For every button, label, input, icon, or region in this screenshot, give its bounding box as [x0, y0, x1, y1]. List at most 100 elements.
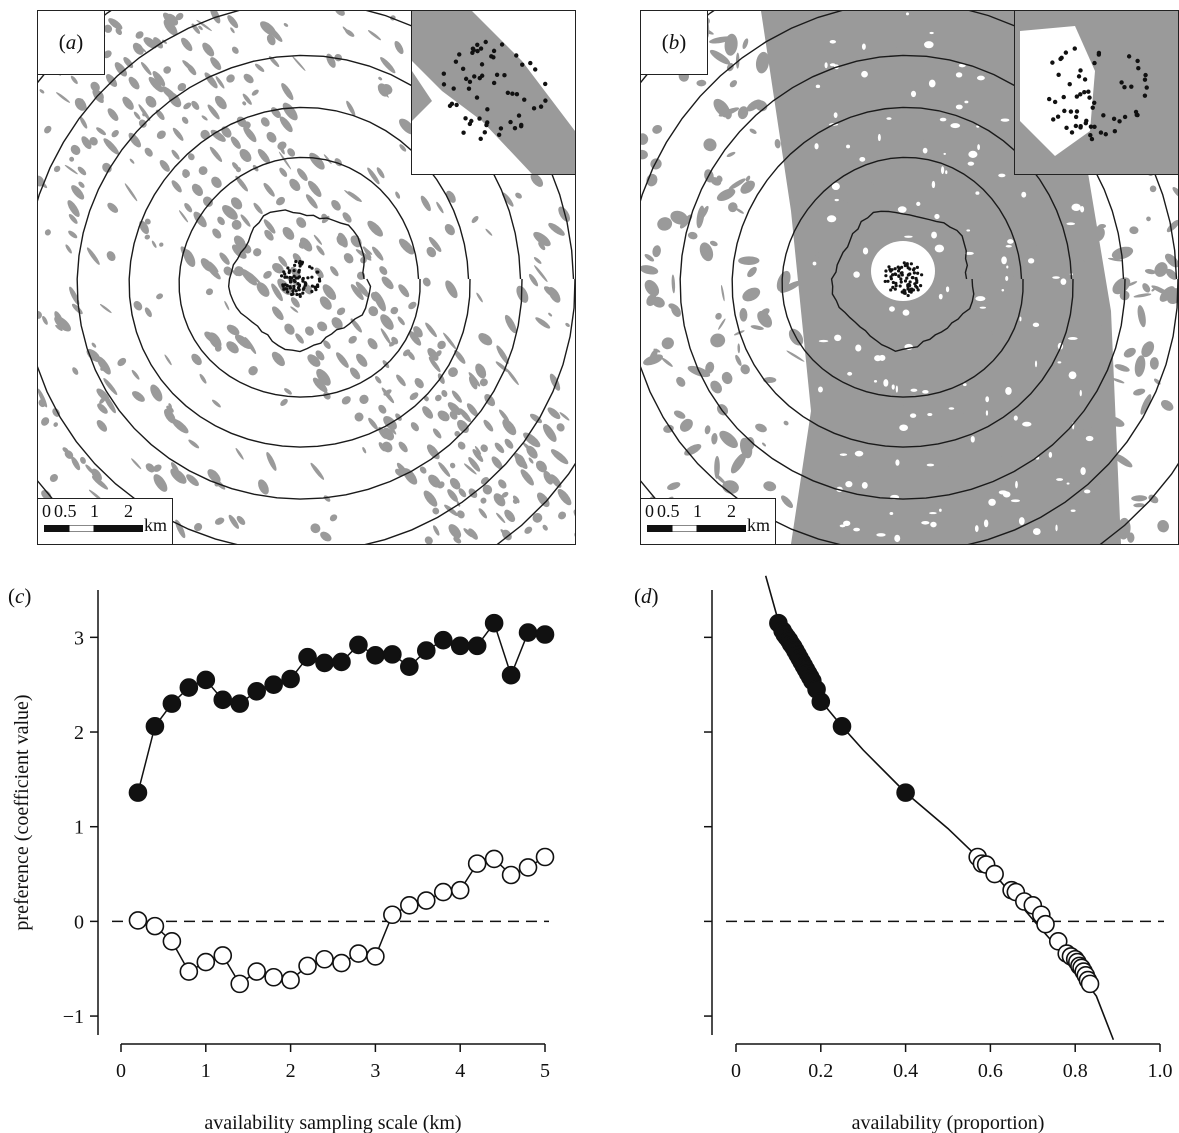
- inset-point: [1126, 54, 1132, 59]
- habitat-patch: [1102, 312, 1110, 320]
- habitat-patch: [423, 396, 429, 402]
- habitat-patch: [72, 367, 79, 375]
- habitat-patch: [100, 363, 108, 371]
- habitat-ridge: [193, 211, 207, 228]
- location-point: [909, 288, 913, 292]
- habitat-patch: [251, 89, 259, 96]
- habitat-patch: [530, 173, 544, 187]
- open-gap: [833, 112, 838, 118]
- inset-point: [1062, 108, 1067, 114]
- habitat-ridge: [336, 307, 346, 316]
- scale-bar-graphic-a: [44, 525, 143, 532]
- habitat-ridge: [407, 350, 415, 361]
- habitat-patch: [1004, 293, 1017, 308]
- habitat-patch: [133, 111, 141, 120]
- habitat-ridge: [349, 367, 361, 380]
- data-point: [786, 641, 805, 660]
- open-gap: [1001, 256, 1007, 265]
- habitat-ridge: [331, 199, 341, 211]
- habitat-patch: [728, 202, 738, 213]
- location-point: [884, 274, 888, 278]
- habitat-patch: [1154, 262, 1168, 277]
- habitat-patch: [728, 178, 746, 190]
- habitat-patch: [871, 424, 879, 439]
- habitat-patch: [747, 266, 757, 278]
- habitat-patch: [904, 178, 926, 193]
- habitat-patch: [774, 138, 781, 149]
- habitat-patch: [376, 167, 385, 179]
- data-point: [332, 652, 351, 672]
- habitat-patch: [266, 34, 276, 46]
- open-gap: [891, 384, 895, 390]
- location-point: [296, 282, 300, 286]
- inset-point: [1088, 124, 1094, 129]
- open-gap: [940, 166, 945, 175]
- data-point: [976, 855, 996, 874]
- habitat-patch: [652, 124, 663, 134]
- location-point: [294, 276, 298, 280]
- inset-point: [474, 95, 480, 100]
- habitat-patch: [226, 324, 240, 336]
- habitat-patch: [446, 190, 456, 203]
- habitat-patch: [534, 265, 548, 283]
- open-gap: [1084, 489, 1091, 494]
- location-point: [291, 289, 295, 293]
- habitat-patch: [223, 266, 233, 276]
- habitat-patch: [231, 46, 239, 54]
- habitat-patch: [1089, 484, 1104, 502]
- habitat-patch: [183, 102, 192, 110]
- open-gap: [934, 244, 945, 253]
- habitat-patch: [779, 280, 802, 293]
- habitat-ridge: [211, 176, 222, 188]
- inset-point: [1092, 60, 1097, 66]
- location-point: [897, 274, 901, 278]
- location-point: [912, 271, 916, 275]
- habitat-patch: [103, 394, 116, 414]
- open-gap: [985, 410, 989, 416]
- habitat-patch: [475, 363, 487, 379]
- habitat-patch: [108, 18, 123, 30]
- open-gap: [895, 459, 900, 466]
- habitat-patch: [198, 25, 203, 31]
- open-gap: [1005, 275, 1009, 282]
- habitat-ridge: [153, 37, 163, 49]
- habitat-patch: [380, 328, 391, 345]
- habitat-patch: [864, 409, 880, 428]
- data-point: [179, 678, 199, 697]
- data-point: [1074, 962, 1093, 981]
- habitat-patch: [910, 379, 920, 390]
- location-point: [916, 271, 920, 275]
- habitat-patch: [730, 452, 747, 474]
- habitat-ridge: [557, 488, 572, 506]
- panel-tag-a: (a): [38, 11, 105, 75]
- habitat-patch: [183, 249, 196, 267]
- habitat-patch: [979, 442, 996, 459]
- habitat-patch: [53, 165, 61, 173]
- open-gap: [928, 79, 936, 88]
- data-point: [788, 645, 807, 664]
- data-point: [1072, 958, 1091, 978]
- series-filled: [769, 613, 915, 802]
- open-gap: [878, 354, 886, 361]
- habitat-ridge: [370, 292, 380, 302]
- habitat-patch: [164, 408, 176, 424]
- open-gap: [1056, 478, 1064, 481]
- data-point: [1036, 914, 1055, 934]
- habitat-ridge: [391, 336, 399, 345]
- habitat-patch: [1131, 495, 1148, 502]
- habitat-patch: [1160, 400, 1174, 411]
- habitat-patch: [367, 220, 383, 237]
- habitat-patch: [1081, 254, 1092, 266]
- location-point: [316, 270, 320, 274]
- open-gap: [945, 286, 950, 293]
- data-point: [796, 660, 816, 679]
- inset-point: [1092, 100, 1097, 105]
- inset-point: [451, 86, 456, 91]
- habitat-ridge: [498, 409, 510, 423]
- open-gap: [818, 339, 829, 343]
- habitat-ridge: [435, 394, 442, 402]
- open-gap: [926, 463, 935, 467]
- location-point: [308, 265, 312, 269]
- location-point: [886, 279, 890, 283]
- habitat-ridge: [336, 234, 348, 247]
